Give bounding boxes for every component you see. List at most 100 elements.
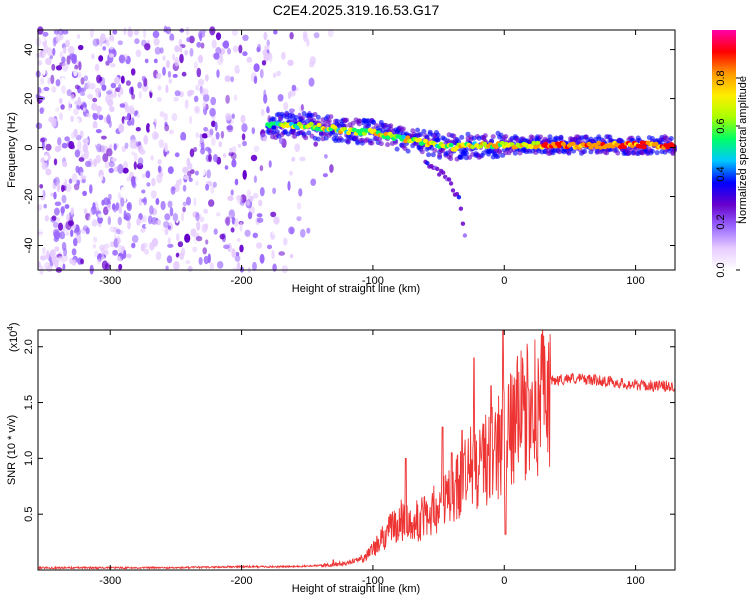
spectrogram-noise-cell: [76, 33, 81, 40]
snr-y-scale-label: (x104): [6, 322, 20, 352]
spectrogram-branch-cell: [435, 166, 440, 172]
spectrogram-noise-cell: [225, 112, 232, 121]
spectrogram-noise-cell: [159, 111, 165, 117]
spectrogram-noise-cell: [54, 201, 62, 207]
spectrogram-noise-cell: [135, 141, 141, 147]
spectrogram-noise-cell: [102, 46, 107, 51]
spectrogram-noise-cell: [213, 228, 218, 235]
spectrogram-noise-cell: [200, 147, 206, 155]
spectrogram-noise-cell: [61, 207, 64, 217]
spectrogram-noise-cell: [215, 131, 220, 140]
spectrogram-noise-cell: [139, 149, 146, 155]
spectrogram-signal-halo: [435, 132, 441, 138]
spectrogram-noise-cell: [49, 260, 54, 267]
spectrogram-noise-cell: [74, 149, 81, 158]
spectrogram-noise-cell: [57, 137, 62, 146]
spectrogram-noise-cell: [40, 255, 47, 261]
spectrogram-signal-halo: [427, 129, 433, 135]
spectrogram-noise-cell: [74, 84, 80, 90]
spectrogram-noise-cell: [111, 157, 117, 162]
snr-x-tick-label: -300: [99, 575, 121, 587]
spectrogram-signal-halo: [451, 133, 457, 139]
spectrogram-noise-cell: [91, 137, 97, 145]
spectrogram-noise-cell: [131, 93, 136, 100]
spectrogram-noise-cell: [205, 239, 209, 245]
snr-x-label: Height of straight line (km): [292, 583, 420, 595]
spectrogram-noise-cell: [118, 263, 123, 270]
spectrogram-noise-cell: [165, 84, 169, 94]
spectrogram-noise-cell: [61, 175, 66, 183]
spectrogram-noise-cell: [68, 141, 75, 149]
spectrogram-signal-core: [271, 125, 277, 130]
spectrogram-noise-cell: [253, 63, 260, 72]
spectrogram-noise-cell: [89, 210, 93, 217]
spectrogram-noise-cell: [89, 184, 93, 194]
snr-x-tick-label: -100: [362, 575, 384, 587]
spectrogram-noise-cell: [85, 113, 91, 118]
spectrogram-noise-cell: [137, 81, 142, 89]
spectrogram-noise-cell: [181, 71, 187, 77]
spectrogram-noise-cell: [151, 108, 156, 117]
spectrogram-noise-cell: [127, 220, 131, 230]
spectrogram-noise-cell: [242, 169, 247, 180]
spectrogram-noise-cell: [99, 227, 104, 233]
spectrogram-noise-cell: [125, 80, 131, 86]
spectrogram-signal-halo: [497, 149, 502, 155]
spectrogram-signal-core: [531, 141, 537, 146]
spectrogram-noise-cell: [250, 154, 258, 162]
spectrogram-noise-cell: [216, 69, 220, 78]
spectrogram-noise-cell: [168, 40, 175, 45]
spectrogram-noise-cell: [118, 54, 126, 64]
spectrogram-noise-cell: [227, 195, 234, 201]
spectrogram-noise-cell: [73, 128, 78, 138]
spectrogram-x-tick-label: 100: [626, 275, 644, 287]
spectrogram-signal-core: [357, 131, 363, 136]
spectrogram-noise-cell: [37, 224, 44, 233]
spectrogram-signal-core: [405, 135, 411, 140]
spectrogram-noise-cell: [168, 129, 175, 135]
spectrogram-signal-halo: [350, 120, 356, 126]
spectrogram-noise-cell: [76, 179, 80, 186]
spectrogram-noise-cell: [73, 108, 79, 116]
spectrogram-noise-cell: [134, 38, 140, 45]
spectrogram-noise-cell: [225, 94, 230, 104]
spectrogram-noise-cell: [189, 47, 194, 57]
spectrogram-noise-cell: [58, 98, 63, 104]
spectrogram-signal-core: [653, 141, 659, 147]
spectrogram-signal-halo: [328, 114, 334, 120]
spectrogram-noise-cell: [259, 253, 265, 264]
spectrogram-noise-cell: [117, 192, 121, 200]
spectrogram-noise-cell: [230, 189, 234, 196]
spectrogram-noise-cell: [240, 114, 246, 124]
spectrogram-noise-cell: [172, 186, 176, 192]
spectrogram-noise-cell: [136, 113, 140, 118]
spectrogram-noise-cell: [299, 156, 306, 162]
spectrogram-noise-cell: [136, 218, 141, 226]
spectrogram-noise-cell: [230, 76, 234, 83]
spectrogram-noise-cell: [43, 203, 47, 209]
spectrogram-noise-cell: [86, 43, 92, 48]
spectrogram-noise-cell: [123, 161, 128, 170]
spectrogram-noise-cell: [108, 161, 115, 168]
spectrogram-noise-cell: [290, 254, 294, 259]
spectrogram-noise-cell: [194, 170, 199, 176]
spectrogram-signal-core: [594, 144, 600, 150]
spectrogram-noise-cell: [91, 103, 98, 111]
spectrogram-signal-halo: [503, 134, 509, 139]
spectrogram-noise-cell: [65, 183, 72, 193]
spectrogram-noise-cell: [123, 27, 127, 35]
spectrogram-noise-cell: [63, 247, 68, 257]
spectrogram-noise-cell: [258, 199, 263, 207]
spectrogram-signal-halo: [300, 115, 305, 121]
spectrogram-noise-cell: [193, 95, 199, 103]
spectrogram-signal-halo: [356, 118, 362, 124]
spectrogram-noise-cell: [40, 77, 45, 85]
spectrogram-noise-cell: [80, 258, 84, 265]
spectrogram-noise-cell: [246, 142, 251, 152]
spectrogram-signal-halo: [465, 131, 471, 137]
spectrogram-noise-cell: [256, 242, 263, 249]
spectrogram-noise-cell: [100, 247, 105, 257]
spectrogram-noise-cell: [56, 217, 61, 223]
spectrogram-noise-cell: [224, 165, 229, 170]
spectrogram-noise-cell: [61, 184, 65, 193]
